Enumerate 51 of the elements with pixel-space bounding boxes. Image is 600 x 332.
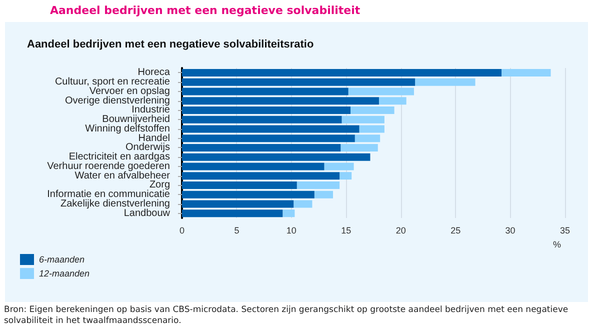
x-axis-title: % [553, 240, 562, 250]
x-tick-label: 0 [179, 226, 185, 236]
y-tick-label: Water en afvalbeheer [74, 170, 171, 182]
x-tick-label: 25 [450, 226, 461, 236]
x-tick-label: 5 [234, 226, 240, 236]
y-tick-label: Handel [138, 132, 170, 144]
chart-title: Aandeel bedrijven met een negatieve solvabiliteit [50, 4, 360, 17]
y-tick-label: Horeca [138, 67, 170, 78]
bar [296, 181, 340, 189]
bar [354, 134, 380, 142]
bar [182, 144, 341, 152]
legend-label: 6-maanden [39, 254, 85, 264]
bar [314, 190, 334, 198]
legend-label: 12-maanden [39, 268, 90, 278]
text: Bron: Eigen berekeningen op basis van CBS-microdata. Sectoren zijn gerangschikt op grootste aandeel bedrijven met een negatieve solvabiliteit in het twaalfmaandsscenario. [4, 305, 570, 327]
x-tick-label: 35 [560, 226, 570, 236]
bar [294, 200, 312, 208]
bar [182, 210, 283, 218]
y-tick-label: Overige dienstverlening [64, 95, 170, 106]
bar [182, 181, 297, 189]
y-tick-label: Informatie en communicatie [47, 189, 170, 200]
bar [348, 88, 414, 96]
bar [182, 106, 351, 114]
y-tick-label: Industrie [132, 104, 170, 116]
bar [415, 78, 476, 86]
x-tick-label: 15 [341, 226, 352, 236]
y-tick-label: Winning delfstoffen [85, 123, 170, 134]
bar [350, 106, 394, 114]
x-tick-label: 30 [505, 226, 516, 236]
y-tick-label: Vervoer en opslag [89, 86, 170, 97]
bar [340, 144, 378, 152]
y-tick-label: Zakelijke dienstverlening [60, 198, 170, 210]
bar [182, 97, 379, 105]
bar [182, 68, 502, 76]
bar [182, 134, 355, 142]
bar [182, 172, 340, 180]
bar [324, 162, 354, 170]
bar [378, 97, 406, 105]
bar [340, 172, 352, 180]
bar [282, 210, 295, 218]
chart-subtitle: Aandeel bedrijven met een negatieve solvabiliteitsratio [27, 38, 314, 50]
y-tick-label: Onderwijs [126, 142, 170, 154]
y-tick-label: Cultuur, sport en recreatie [54, 76, 170, 88]
x-tick-label: 20 [396, 226, 406, 236]
x-tick-label: 10 [286, 226, 296, 236]
bar [502, 68, 551, 76]
y-tick-label: Bouwnijverheid [102, 114, 170, 126]
y-tick-label: Verhuur roerende goederen [47, 160, 170, 172]
y-tick-label: Zorg [149, 180, 170, 191]
y-tick-label: Landbouw [124, 208, 171, 219]
y-tick-label: Electriciteit en aardgas [68, 152, 170, 163]
